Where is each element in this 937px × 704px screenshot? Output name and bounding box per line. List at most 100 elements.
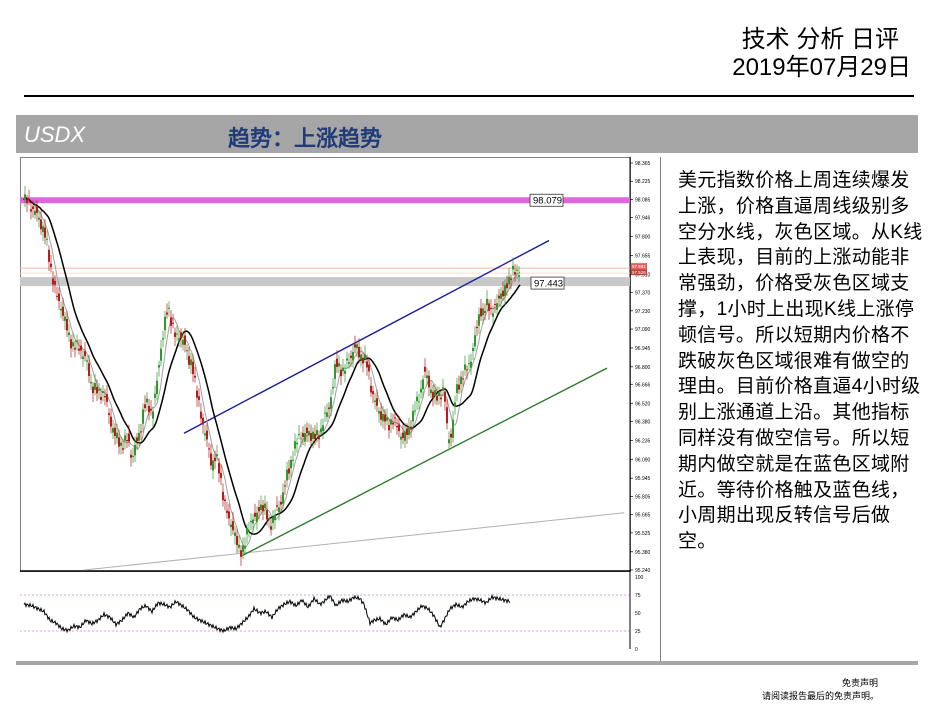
candle-body bbox=[440, 397, 442, 400]
candle-body bbox=[184, 335, 186, 345]
candle-body bbox=[336, 358, 338, 367]
candle-body bbox=[438, 392, 440, 396]
candle-body bbox=[68, 332, 70, 336]
price-tick-label: 97.230 bbox=[635, 309, 651, 315]
disclaimer-title: 免责声明 bbox=[842, 678, 879, 688]
candle-body bbox=[228, 511, 230, 519]
candle-body bbox=[66, 318, 68, 331]
candle-body bbox=[386, 417, 388, 421]
candle-body bbox=[432, 391, 434, 399]
candle-body bbox=[344, 370, 346, 374]
candle-body bbox=[208, 448, 210, 450]
candle-body bbox=[50, 263, 52, 267]
candle-body bbox=[246, 528, 248, 535]
candle-body bbox=[384, 414, 386, 422]
price-tick-label: 96.520 bbox=[635, 401, 651, 407]
oscillator-tick-label: 0 bbox=[635, 647, 638, 653]
oscillator-tick-label: 75 bbox=[635, 593, 641, 599]
candle-body bbox=[298, 434, 300, 436]
candle-body bbox=[334, 364, 336, 379]
candle-body bbox=[510, 278, 512, 280]
candle-body bbox=[78, 348, 80, 351]
candle-body bbox=[160, 348, 162, 361]
candle-body bbox=[132, 455, 134, 457]
candle-body bbox=[252, 519, 254, 524]
candle-body bbox=[404, 431, 406, 441]
candle-body bbox=[514, 272, 516, 275]
candle-body bbox=[292, 459, 294, 461]
candle-body bbox=[70, 339, 72, 349]
candle-body bbox=[46, 238, 48, 240]
candle-body bbox=[264, 503, 266, 509]
candle-body bbox=[102, 391, 104, 394]
candle-body bbox=[424, 366, 426, 372]
candle-body bbox=[290, 459, 292, 469]
candle-body bbox=[494, 303, 496, 305]
candle-body bbox=[218, 463, 220, 474]
candle-body bbox=[32, 206, 34, 209]
candle-body bbox=[352, 351, 354, 361]
candle-body bbox=[220, 472, 222, 479]
candle-body bbox=[400, 436, 402, 440]
candle-body bbox=[192, 361, 194, 375]
candle-body bbox=[360, 354, 362, 360]
symbol-banner: USDX 趋势：上涨趋势 bbox=[16, 115, 918, 153]
moving-averages bbox=[23, 195, 521, 548]
candle-body bbox=[72, 342, 74, 347]
candle-body bbox=[206, 430, 208, 440]
candle-body bbox=[236, 535, 238, 546]
price-tick-label: 97.946 bbox=[635, 216, 651, 222]
candle-body bbox=[308, 431, 310, 436]
candle-body bbox=[34, 210, 36, 215]
candle-body bbox=[126, 440, 128, 442]
candle-body bbox=[358, 346, 360, 358]
support-label-text: 97.443 bbox=[534, 279, 563, 290]
candle-body bbox=[282, 492, 284, 504]
candle-body bbox=[138, 432, 140, 441]
resistance-label-box bbox=[529, 193, 564, 207]
candle-body bbox=[398, 424, 400, 432]
candle-body bbox=[392, 422, 394, 425]
candle-body bbox=[454, 402, 456, 407]
candle-body bbox=[244, 545, 246, 549]
candle-body bbox=[86, 360, 88, 362]
candle-body bbox=[258, 507, 260, 512]
candle-body bbox=[368, 364, 370, 372]
candle-body bbox=[310, 433, 312, 441]
candle-body bbox=[430, 389, 432, 394]
candle-body bbox=[44, 227, 46, 238]
price-tick-label: 97.370 bbox=[635, 291, 651, 297]
candle-body bbox=[446, 407, 448, 424]
candle-body bbox=[234, 532, 236, 536]
candle-body bbox=[104, 396, 106, 398]
oscillator-tick-label: 100 bbox=[635, 575, 644, 581]
candle-body bbox=[346, 358, 348, 361]
candle-body bbox=[80, 345, 82, 351]
price-tick-label: 95.665 bbox=[635, 513, 651, 519]
candle-body bbox=[354, 344, 356, 348]
candle-body bbox=[256, 512, 258, 522]
candle-body bbox=[170, 317, 172, 326]
candle-body bbox=[150, 409, 152, 411]
candle-body bbox=[442, 387, 444, 391]
candle-body bbox=[212, 460, 214, 471]
candle-body bbox=[144, 404, 146, 409]
candle-body bbox=[194, 375, 196, 378]
candle-body bbox=[48, 249, 50, 262]
candle-body bbox=[482, 308, 484, 316]
price-zones bbox=[20, 197, 630, 287]
candle-body bbox=[90, 381, 92, 384]
candle-body bbox=[128, 433, 130, 442]
candle-body bbox=[300, 438, 302, 440]
footer-rule bbox=[16, 661, 918, 665]
candle-body bbox=[224, 499, 226, 502]
candle-body bbox=[506, 283, 508, 289]
price-chart: 98.365 98.225 98.085 97.946 97.800 97.655 97.5… bbox=[20, 157, 651, 653]
candle-body bbox=[270, 526, 272, 530]
candle-body bbox=[84, 351, 86, 357]
candle-body bbox=[172, 322, 174, 324]
candle-body bbox=[468, 363, 470, 365]
candle-body bbox=[296, 442, 298, 445]
candle-body bbox=[24, 194, 26, 201]
